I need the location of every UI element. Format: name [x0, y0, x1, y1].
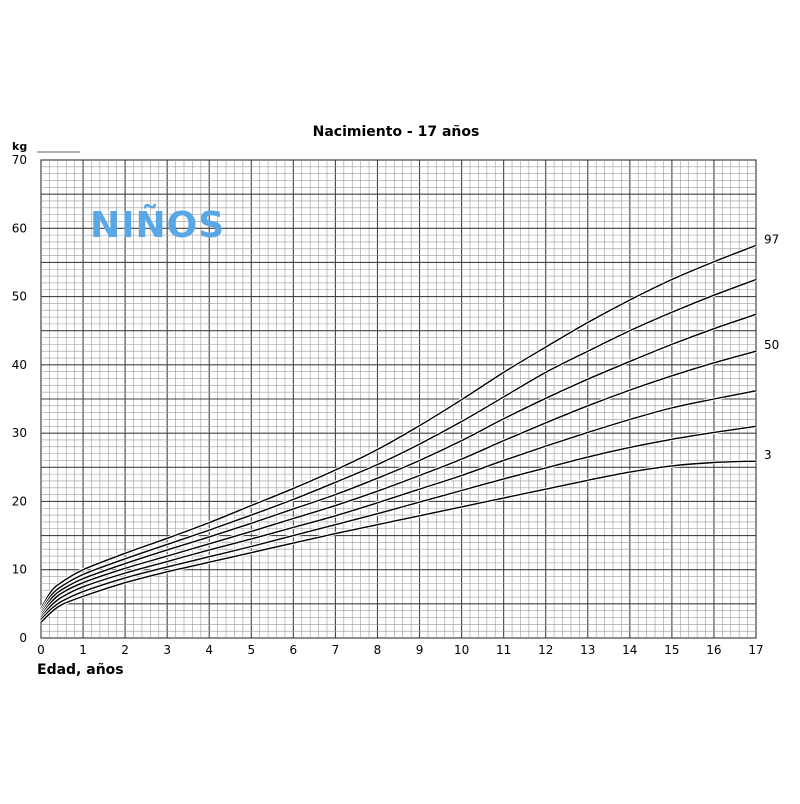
- x-tick-label: 5: [247, 643, 255, 657]
- percentile-labels: 97 50 3: [764, 232, 779, 462]
- chart-title: Nacimiento - 17 años: [313, 124, 480, 140]
- x-tick-label: 13: [580, 643, 595, 657]
- x-tick-label: 12: [538, 643, 553, 657]
- x-tick-label: 7: [332, 643, 340, 657]
- y-tick-label: 30: [12, 426, 27, 440]
- series-group: [39, 243, 757, 624]
- series-line-5: [40, 425, 757, 621]
- x-tick-label: 8: [374, 643, 382, 657]
- x-tick-label: 3: [163, 643, 171, 657]
- y-tick-label: 20: [12, 494, 27, 508]
- series-line-halo-0: [39, 243, 757, 610]
- y-tick-label: 40: [12, 358, 27, 372]
- y-tick-label: 50: [12, 290, 27, 304]
- x-tick-label: 11: [496, 643, 511, 657]
- percentile-label-50: 50: [764, 338, 779, 352]
- y-tick-label: 60: [12, 221, 27, 235]
- series-line-0: [40, 244, 757, 609]
- tick-labels: 0 1 2 3 4 5 6 7 8 9 10 11 12 13 14 15 16 1701020304050607…: [12, 153, 764, 657]
- x-tick-label: 4: [205, 643, 213, 657]
- x-tick-label: 0: [37, 643, 45, 657]
- series-line-2: [40, 313, 757, 614]
- x-tick-label: 1: [79, 643, 87, 657]
- x-tick-label: 14: [622, 643, 637, 657]
- x-tick-label: 10: [454, 643, 469, 657]
- series-line-3: [40, 350, 757, 616]
- x-tick-label: 2: [121, 643, 129, 657]
- x-tick-label: 15: [664, 643, 679, 657]
- y-tick-label: 0: [19, 631, 27, 645]
- y-axis-unit-label: kg: [12, 140, 27, 153]
- y-tick-label: 10: [12, 563, 27, 577]
- x-axis-label: Edad, años: [37, 662, 124, 678]
- percentile-label-97: 97: [764, 232, 779, 246]
- grid: [40, 159, 757, 639]
- series-line-halo-6: [39, 459, 757, 624]
- x-tick-label: 9: [416, 643, 424, 657]
- x-tick-label: 17: [748, 643, 763, 657]
- y-tick-label: 70: [12, 153, 27, 167]
- x-tick-label: 16: [706, 643, 721, 657]
- series-line-1: [40, 278, 757, 612]
- series-line-6: [40, 460, 757, 623]
- series-line-4: [40, 390, 757, 618]
- percentile-label-3: 3: [764, 448, 772, 462]
- x-tick-label: 6: [290, 643, 298, 657]
- series-line-halo-2: [39, 312, 757, 615]
- watermark-label: NIÑOS: [90, 204, 225, 246]
